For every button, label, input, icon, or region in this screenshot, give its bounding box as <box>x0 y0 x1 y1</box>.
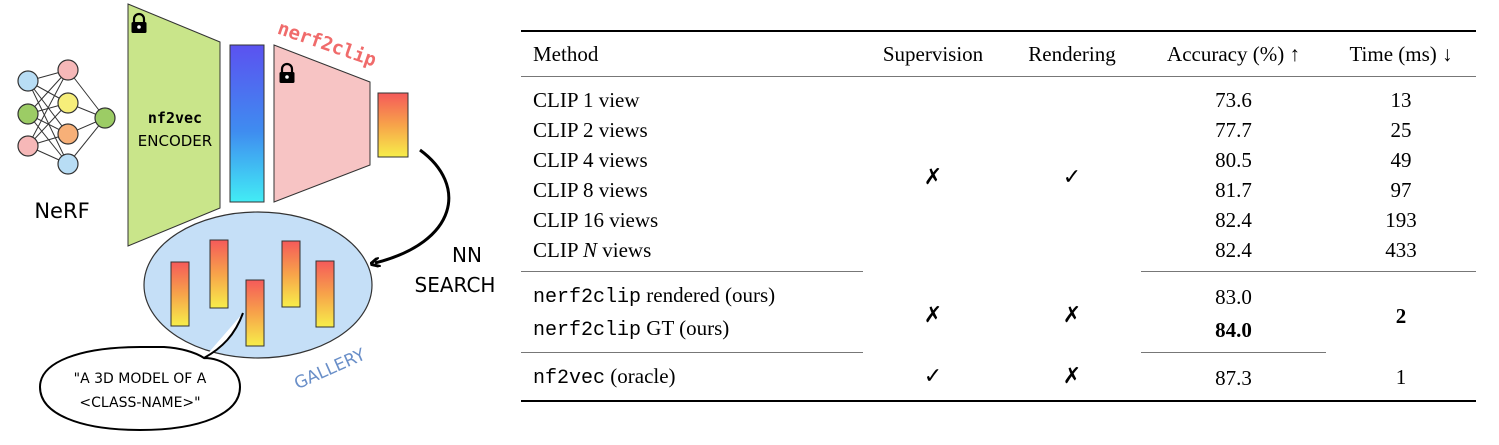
method-cell: CLIP N views <box>521 235 863 272</box>
time-cell: 25 <box>1390 118 1412 142</box>
method-code: nerf2clip <box>533 319 642 342</box>
table-row: CLIP N views 82.4 433 <box>521 235 1476 272</box>
method-prefix: CLIP <box>533 238 578 262</box>
method-cell: nerf2clip GT (ours) <box>521 313 863 353</box>
time-cell: 1 <box>1395 365 1407 390</box>
method-suffix: views <box>602 238 652 262</box>
method-cell: CLIP 1 view <box>533 88 640 112</box>
prompt-text-line2: <CLASS-NAME>" <box>79 395 200 411</box>
prompt-speech-bubble <box>38 312 244 432</box>
method-cell: CLIP 2 views <box>533 118 648 142</box>
nerf-label: NeRF <box>34 199 89 223</box>
header-rendering: Rendering <box>1003 31 1141 77</box>
accuracy-cell: 80.5 <box>1215 148 1252 172</box>
table-row: CLIP 4 views 80.5 49 <box>521 145 1476 175</box>
accuracy-cell: 82.4 <box>1215 208 1252 232</box>
group-oracle: nf2vec (oracle) ✓ ✗ 87.3 1 <box>521 353 1476 402</box>
nerf2clip-projector-block <box>273 44 371 203</box>
results-table: Method Supervision Rendering Accuracy (%… <box>521 30 1476 402</box>
nn-search-arrow <box>375 148 451 263</box>
time-cell: 97 <box>1390 178 1412 202</box>
method-rest: GT (ours) <box>646 316 730 340</box>
accuracy-cell: 73.6 <box>1215 88 1252 112</box>
rendering-cross-mark: ✗ <box>1062 303 1082 328</box>
table-row: CLIP 16 views 82.4 193 <box>521 205 1476 235</box>
method-n-variable: N <box>582 238 597 262</box>
method-rest: rendered (ours) <box>646 283 776 307</box>
accuracy-cell: 82.4 <box>1141 235 1326 272</box>
method-rest: (oracle) <box>610 364 676 388</box>
time-cell: 193 <box>1385 208 1417 232</box>
table-row: nerf2clip rendered (ours) ✗ ✗ 83.0 2 <box>521 272 1476 328</box>
header-time: Time (ms) ↓ <box>1326 31 1476 77</box>
method-cell: nf2vec (oracle) <box>521 353 863 402</box>
header-method: Method <box>521 31 863 77</box>
group-clip-baselines: CLIP 1 view ✗ ✓ 73.6 13 CLIP 2 views 77.… <box>521 77 1476 272</box>
rendering-check-mark: ✓ <box>1062 165 1082 191</box>
gallery-embeddings <box>170 239 335 347</box>
time-cell: 433 <box>1326 235 1476 272</box>
table-row: nerf2clip GT (ours) 84.0 <box>521 313 1476 353</box>
time-cell: 13 <box>1390 88 1412 112</box>
accuracy-cell: 77.7 <box>1215 118 1252 142</box>
method-code: nerf2clip <box>533 286 642 309</box>
method-code: nf2vec <box>533 367 606 390</box>
header-supervision: Supervision <box>863 31 1003 77</box>
accuracy-cell: 87.3 <box>1215 365 1252 390</box>
method-cell: CLIP 4 views <box>533 148 648 172</box>
table-row: CLIP 1 view ✗ ✓ 73.6 13 <box>521 77 1476 190</box>
prompt-text-line1: "A 3D MODEL OF A <box>74 371 207 387</box>
lock-icon <box>279 62 295 83</box>
accuracy-cell: 83.0 <box>1215 284 1252 309</box>
nn-search-label-line2: SEARCH <box>415 273 496 297</box>
encoder-label: ENCODER <box>138 132 212 150</box>
accuracy-cell: 81.7 <box>1215 178 1252 202</box>
clip-embedding-bar <box>377 92 409 158</box>
nerf-network-icon <box>17 59 116 175</box>
encoder-name: nf2vec <box>148 109 202 127</box>
supervision-cross-mark: ✗ <box>923 303 943 328</box>
table-header-row: Method Supervision Rendering Accuracy (%… <box>521 31 1476 77</box>
header-accuracy: Accuracy (%) ↑ <box>1141 31 1326 77</box>
table-row: nf2vec (oracle) ✓ ✗ 87.3 1 <box>521 353 1476 402</box>
rendering-cross-mark: ✗ <box>1062 364 1082 390</box>
nf2vec-embedding-bar <box>229 44 265 203</box>
time-cell: 49 <box>1390 148 1412 172</box>
method-cell: nerf2clip rendered (ours) <box>521 272 863 314</box>
pipeline-diagram: NeRF nf2vec ENCODER nerf2clip NN SEARCH … <box>17 3 496 432</box>
nn-search-label-line1: NN <box>452 243 482 267</box>
supervision-cross-mark: ✗ <box>923 165 943 191</box>
time-cell-best: 2 <box>1395 304 1407 329</box>
method-cell: CLIP 16 views <box>533 208 659 232</box>
accuracy-cell-best: 84.0 <box>1141 313 1326 353</box>
supervision-check-mark: ✓ <box>923 364 943 390</box>
lock-icon <box>131 12 147 33</box>
nf2vec-encoder-block <box>127 3 221 247</box>
method-cell: CLIP 8 views <box>533 178 648 202</box>
group-nerf2clip: nerf2clip rendered (ours) ✗ ✗ 83.0 2 ner… <box>521 272 1476 353</box>
table-row: CLIP 2 views 77.7 25 <box>521 115 1476 145</box>
results-table-container: Method Supervision Rendering Accuracy (%… <box>521 30 1476 402</box>
table-row: CLIP 8 views 81.7 97 <box>521 175 1476 205</box>
